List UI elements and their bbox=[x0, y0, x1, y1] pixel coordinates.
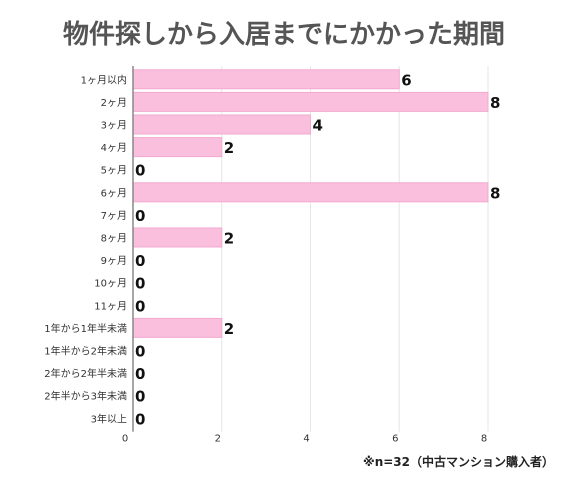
x-tick-label: 6 bbox=[392, 434, 398, 445]
category-label: 2年から2年半未満 bbox=[44, 367, 127, 380]
data-label: 8 bbox=[490, 184, 500, 202]
category-label: 9ヶ月 bbox=[101, 255, 127, 267]
category-label: 7ヶ月 bbox=[101, 210, 127, 222]
data-label: 0 bbox=[135, 162, 145, 180]
data-label: 0 bbox=[135, 410, 145, 428]
data-label: 2 bbox=[224, 139, 234, 157]
chart-title: 物件探しから入居までにかかった期間 bbox=[62, 20, 505, 50]
bar bbox=[132, 91, 489, 112]
data-label: 4 bbox=[313, 117, 323, 135]
bar bbox=[132, 227, 223, 248]
x-tick-label: 0 bbox=[122, 434, 128, 445]
bar bbox=[132, 317, 223, 338]
category-label: 10ヶ月 bbox=[94, 278, 127, 290]
category-label: 1年から1年半未満 bbox=[44, 322, 127, 335]
category-label: 4ヶ月 bbox=[101, 142, 127, 154]
bar bbox=[132, 137, 223, 158]
category-label: 5ヶ月 bbox=[101, 165, 127, 177]
category-label: 2年半から3年未満 bbox=[44, 390, 127, 403]
category-label: 8ヶ月 bbox=[101, 233, 127, 245]
category-label: 3年以上 bbox=[91, 412, 127, 425]
bar bbox=[132, 69, 400, 90]
data-label: 2 bbox=[224, 320, 234, 338]
bar bbox=[132, 182, 489, 203]
data-label: 0 bbox=[135, 275, 145, 293]
x-tick-label: 2 bbox=[215, 434, 221, 445]
sample-note: ※n=32（中古マンション購入者） bbox=[363, 455, 554, 469]
data-label: 0 bbox=[135, 207, 145, 225]
category-label: 3ヶ月 bbox=[101, 120, 127, 132]
category-label: 1ヶ月以内 bbox=[81, 73, 127, 86]
category-label: 1年半から2年未満 bbox=[44, 345, 127, 358]
bar bbox=[132, 114, 311, 135]
data-label: 0 bbox=[135, 388, 145, 406]
category-label: 2ヶ月 bbox=[101, 97, 127, 109]
data-label: 0 bbox=[135, 297, 145, 315]
data-label: 6 bbox=[401, 71, 411, 89]
data-label: 0 bbox=[135, 252, 145, 270]
data-label: 0 bbox=[135, 343, 145, 361]
data-label: 0 bbox=[135, 365, 145, 383]
category-label: 6ヶ月 bbox=[101, 187, 127, 199]
data-label: 2 bbox=[224, 230, 234, 248]
data-label: 8 bbox=[490, 94, 500, 112]
x-tick-label: 8 bbox=[481, 434, 487, 445]
x-tick-label: 4 bbox=[303, 434, 309, 445]
category-label: 11ヶ月 bbox=[94, 300, 127, 312]
